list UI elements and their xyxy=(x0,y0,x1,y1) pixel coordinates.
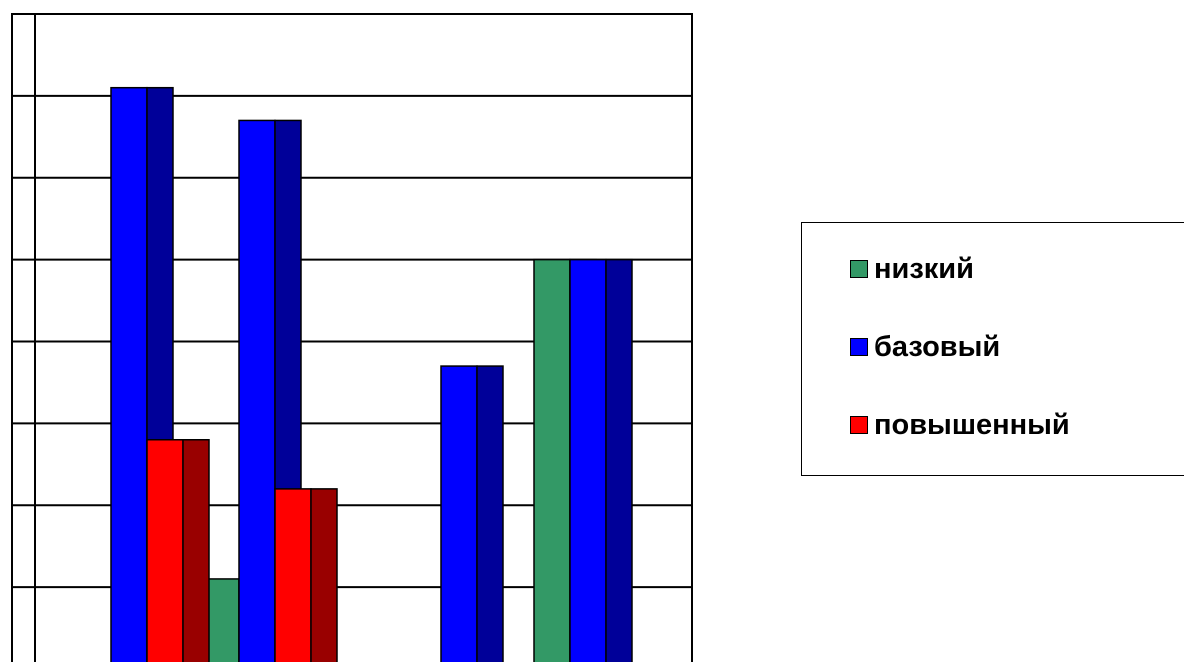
legend-label: низкий xyxy=(874,253,974,286)
bar xyxy=(239,120,275,662)
legend-item-high: повышенный xyxy=(850,410,1070,440)
bar xyxy=(570,260,606,662)
legend-label: базовый xyxy=(874,331,1000,364)
legend-item-low: низкий xyxy=(850,254,974,284)
legend-swatch xyxy=(850,416,868,434)
legend-item-base: базовый xyxy=(850,332,1000,362)
bar xyxy=(534,260,570,662)
bar-side xyxy=(311,489,337,662)
bar xyxy=(147,440,183,662)
legend-swatch xyxy=(850,338,868,356)
legend-label: повышенный xyxy=(874,409,1070,442)
bar-side xyxy=(183,440,209,662)
legend-swatch xyxy=(850,260,868,278)
chart-legend: низкий базовый повышенный xyxy=(801,222,1184,476)
bar-side xyxy=(477,366,503,662)
bar-side xyxy=(606,260,632,662)
bar xyxy=(111,88,147,662)
bar xyxy=(441,366,477,662)
bar xyxy=(275,489,311,662)
